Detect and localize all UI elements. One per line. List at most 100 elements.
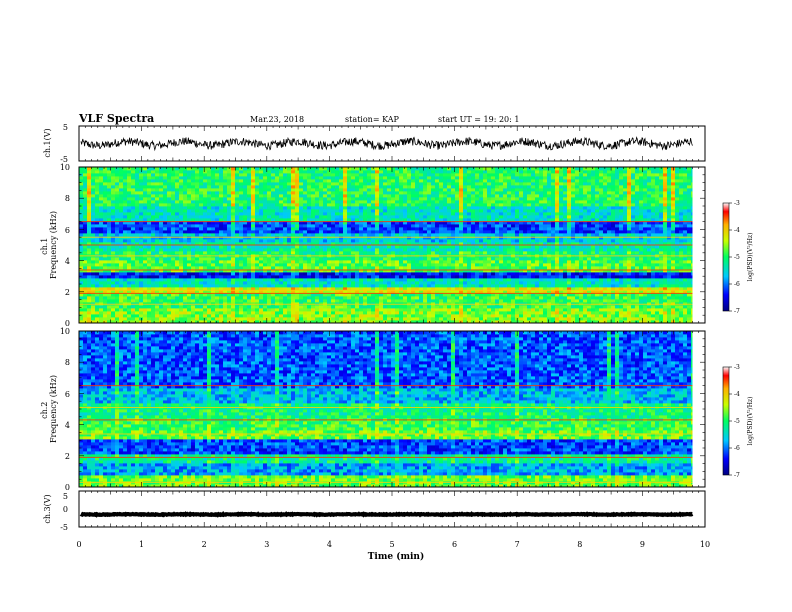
ch1-spectrogram-cell [131,314,135,318]
ch1-spectrogram-cell [123,239,127,243]
ch1-spectrogram-cell [267,173,271,177]
ch1-spectrogram-cell [255,320,259,324]
ch1-spectrogram-cell [167,269,171,273]
ch1-spectrogram-cell [343,188,347,192]
ch1-spectrogram-cell [415,224,419,228]
ch1-spectrogram-cell [279,239,283,243]
ch1-spectrogram-cell [395,197,399,201]
ch1-spectrogram-cell [123,296,127,300]
ch1-spectrogram-cell [227,272,231,276]
ch1-spectrogram-cell [227,296,231,300]
ch1-spectrogram-cell [87,317,91,321]
ch1-spectrogram-cell [91,239,95,243]
ch1-spectrogram-cell [263,194,267,198]
ch1-spectrogram-cell [171,293,175,297]
ch1-spectrogram-cell [107,314,111,318]
ch1-spectrogram-cell [351,221,355,225]
ch1-spectrogram-cell [179,260,183,264]
ch1-spectrogram-cell [179,176,183,180]
ch1-spectrogram-cell [231,170,235,174]
ch1-spectrogram-cell [443,218,447,222]
ch1-spectrogram-cell [175,296,179,300]
ch1-spectrogram-cell [263,248,267,252]
ch1-spectrogram-cell [231,263,235,267]
ch1-spectrogram-cell [275,311,279,315]
ch1-spectrogram-cell [123,269,127,273]
ch1-spectrogram-cell [339,284,343,288]
ch1-spectrogram-cell [351,284,355,288]
ch1-spectrogram-cell [379,299,383,303]
ch1-spectrogram-cell [303,305,307,309]
ch1-spectrogram-cell [283,284,287,288]
ch1-spectrogram-cell [179,167,183,171]
ch1-spectrogram-cell [367,233,371,237]
ch1-spectrogram-cell [143,305,147,309]
ch1-spectrogram-cell [195,230,199,234]
ch1-spectrogram-cell [383,224,387,228]
ch1-spectrogram-cell [375,260,379,264]
ch1-spectrogram-cell [371,191,375,195]
ch1-spectrogram-cell [107,302,111,306]
ch1-spectrogram-cell [127,185,131,189]
ch1-spectrogram-cell [431,260,435,264]
ch1-spectrogram-cell [107,209,111,213]
ch1-spectrogram-cell [263,221,267,225]
ch1-spectrogram-cell [83,293,87,297]
ch1-spectrogram-cell [103,290,107,294]
ch1-spectrogram-cell [423,320,427,324]
ch1-spectrogram-cell [195,233,199,237]
ch1-spectrogram-cell [143,251,147,255]
ch1-spectrogram-cell [131,206,135,210]
ch1-spectrogram-cell [419,305,423,309]
ch1-spectrogram-cell [251,221,255,225]
ch1-spectrogram-cell [411,185,415,189]
ch1-spectrogram-cell [243,176,247,180]
ch1-spectrogram-cell [195,188,199,192]
ch1-spectrogram-cell [203,230,207,234]
ch1-spectrogram-cell [363,257,367,261]
ch1-spectrogram-cell [271,242,275,246]
ch1-spectrogram-cell [211,203,215,207]
ch1-spectrogram-cell [195,251,199,255]
ch1-spectrogram-cell [159,185,163,189]
ch1-spectrogram-cell [99,224,103,228]
ch1-spectrogram-cell [343,239,347,243]
ch1-spectrogram-cell [227,314,231,318]
ch1-spectrogram-cell [199,221,203,225]
ch1-spectrogram-cell [87,200,91,204]
ch1-spectrogram-cell [303,200,307,204]
ch1-spectrogram-cell [227,290,231,294]
ch1-spectrogram-cell [395,263,399,267]
ch1-spectrogram-cell [191,230,195,234]
ch1-spectrogram-cell [135,197,139,201]
ch1-spectrogram-cell [291,311,295,315]
ch1-spectrogram-cell [235,317,239,321]
ch1-spectrogram-cell [223,257,227,261]
ch1-spectrogram-cell [311,179,315,183]
ch1-spectrogram-cell [263,296,267,300]
ch1-spectrogram-cell [231,215,235,219]
ch1-spectrogram-cell [319,230,323,234]
ch1-spectrogram-cell [279,206,283,210]
ch1-spectrogram-cell [283,308,287,312]
ch1-spectrogram-cell [271,305,275,309]
ch1-spectrogram-cell [135,284,139,288]
ch1-spectrogram-cell [367,308,371,312]
ch1-spectrogram-cell [303,221,307,225]
ch1-spectrogram-cell [355,248,359,252]
ch1-spectrogram-cell [415,284,419,288]
ch1-spectrogram-cell [411,197,415,201]
ch1-spectrogram-cell [183,314,187,318]
ch1-spectrogram-cell [223,266,227,270]
ch1-spectrogram-cell [147,263,151,267]
ch1-spectrogram-cell [335,212,339,216]
ch1-spectrogram-cell [307,314,311,318]
ch1-spectrogram-cell [311,224,315,228]
ch1-spectrogram-cell [327,191,331,195]
ch1-spectrogram-cell [367,167,371,171]
ch1-spectrogram-cell [87,206,91,210]
ch1-spectrogram-cell [211,251,215,255]
ch1-spectrogram-cell [347,311,351,315]
ch1-spectrogram-cell [123,173,127,177]
ch1-spectrogram-cell [203,170,207,174]
